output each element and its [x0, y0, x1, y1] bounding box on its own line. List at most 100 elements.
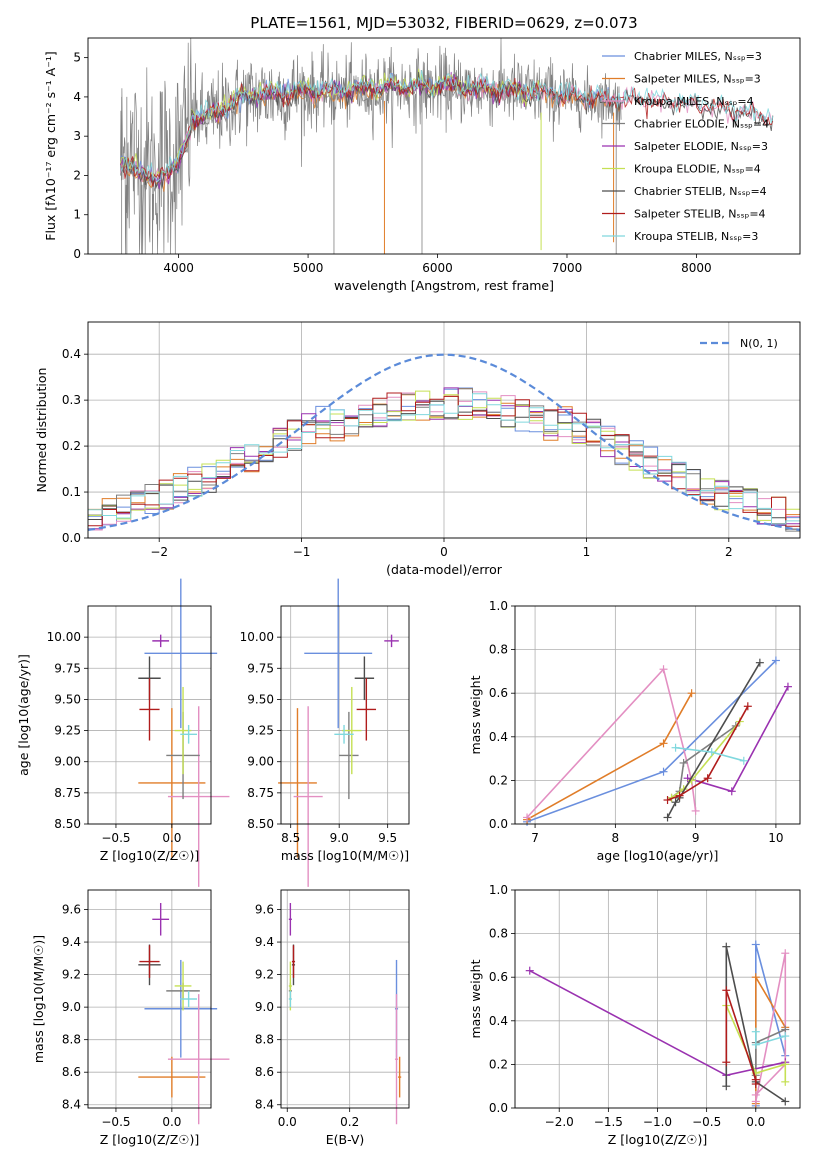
- errorbar-kroupa-miles: [293, 706, 323, 887]
- errorbar-salpeter-stelib: [139, 678, 160, 741]
- panel-spectrum: 4000 5000 6000 7000 8000 0 1 2 3 4 5 wavelength [An…: [43, 37, 801, 293]
- y-tick-label: 9.2: [62, 968, 81, 982]
- errorbar-salpeter-elodie: [152, 903, 170, 936]
- y-tick-label: 9.6: [62, 903, 81, 917]
- x-axis-label: age [log10(age/yr)]: [597, 848, 719, 863]
- x-tick-label: 8: [612, 831, 620, 845]
- y-tick-label: 8.75: [54, 786, 81, 800]
- series-salpeter-elodie: [683, 682, 792, 796]
- x-tick-label: −1: [293, 545, 311, 559]
- y-tick-label: 8.6: [62, 1065, 81, 1079]
- x-tick-label: 0.0: [278, 1115, 297, 1129]
- x-axis-label: mass [log10(M/M☉)]: [281, 848, 409, 863]
- plot-area-mass-vs-EBV: [288, 903, 402, 1125]
- errorbar-kroupa-elodie: [342, 686, 362, 775]
- y-tick-label: 0.2: [489, 1057, 508, 1071]
- y-tick-label: 8.75: [247, 786, 274, 800]
- x-tick-label: 0.0: [162, 831, 181, 845]
- x-tick-label: −0.5: [101, 831, 130, 845]
- x-axis-label: Z [log10(Z/Z☉)]: [100, 1132, 200, 1147]
- legend-label: Salpeter STELIB, Nₛₛₚ=4: [634, 208, 766, 221]
- y-axis-label: age [log10(age/yr)]: [16, 654, 31, 776]
- legend-label: Kroupa STELIB, Nₛₛₚ=3: [634, 230, 758, 243]
- y-tick-label: 0.8: [489, 927, 508, 941]
- y-tick-label: 0.0: [489, 1101, 508, 1115]
- y-tick-label: 9.00: [54, 755, 81, 769]
- legend-label: Chabrier STELIB, Nₛₛₚ=4: [634, 185, 767, 198]
- panel-mass-vs-EBV: 0.0 0.2 8.4 8.6 8.8 9.0 9.2 9.4 9.6 E(B-V): [255, 889, 410, 1147]
- model-line-kroupa-stelib: [119, 70, 774, 183]
- y-tick-label: 0.2: [489, 773, 508, 787]
- series-salpeter-stelib: [722, 986, 760, 1089]
- legend-label: Salpeter MILES, Nₛₛₚ=3: [634, 73, 761, 86]
- x-tick-label: 9.5: [378, 831, 397, 845]
- panel-weight-vs-Z: −2.0 −1.5 −1.0 −0.5 0.0 0.0 0.2 0.4 0.6 0.8 1.0 Z […: [468, 883, 801, 1147]
- y-axis-label: Normed distribution: [34, 368, 49, 493]
- errorbar-chabrier-miles: [304, 578, 373, 729]
- y-axis-label: mass weight: [468, 675, 483, 754]
- x-tick-label: 2: [725, 545, 733, 559]
- y-tick-label: 8.4: [255, 1098, 274, 1112]
- x-axis-label: E(B-V): [326, 1132, 365, 1147]
- y-tick-label: 9.4: [62, 935, 81, 949]
- y-tick-label: 8.6: [255, 1065, 274, 1079]
- axes-frame: [514, 605, 801, 825]
- y-tick-label: 8.8: [255, 1033, 274, 1047]
- x-tick-label: 7: [531, 831, 539, 845]
- errorbar-salpeter-miles: [278, 708, 317, 858]
- y-tick-label: 9.6: [255, 903, 274, 917]
- x-tick-label: −0.5: [692, 1115, 721, 1129]
- plot-area-weight-vs-age: [523, 656, 792, 826]
- x-tick-label: 0.0: [162, 1115, 181, 1129]
- y-tick-label: 0.4: [489, 730, 508, 744]
- y-tick-label: 0.0: [489, 817, 508, 831]
- y-tick-label: 9.2: [255, 968, 274, 982]
- y-tick-label: 9.75: [54, 661, 81, 675]
- y-axis-label: Flux [fλ10⁻¹⁷ erg cm⁻² s⁻¹ A⁻¹]: [43, 51, 58, 240]
- y-tick-label: 0.2: [62, 439, 81, 453]
- y-tick-label: 10.00: [240, 630, 274, 644]
- errorbar-kroupa-miles: [167, 994, 230, 1125]
- y-tick-label: 0.1: [62, 485, 81, 499]
- legend-label: Salpeter ELODIE, Nₛₛₚ=3: [634, 140, 768, 153]
- y-tick-label: 5: [73, 51, 81, 65]
- errorbar-chabrier-miles: [144, 578, 218, 729]
- y-axis-label: mass [log10(M/M☉)]: [31, 935, 46, 1063]
- errorbar-kroupa-stelib: [334, 724, 354, 744]
- plot-area-age-vs-Z: [138, 578, 230, 887]
- y-tick-label: 4: [73, 90, 81, 104]
- x-tick-label: 0.2: [340, 1115, 359, 1129]
- x-axis-label: wavelength [Angstrom, rest frame]: [334, 278, 554, 293]
- plot-area-residuals: [87, 353, 801, 532]
- y-tick-label: 9.75: [247, 661, 274, 675]
- errorbar-salpeter-elodie: [152, 634, 170, 648]
- errorbar-chabrier-stelib: [354, 656, 375, 701]
- y-tick-label: 0.8: [489, 643, 508, 657]
- y-tick-label: 1.0: [489, 883, 508, 897]
- normal-curve: [87, 353, 801, 531]
- y-tick-label: 0.6: [489, 970, 508, 984]
- y-tick-label: 1.0: [489, 599, 508, 613]
- x-tick-label: 0: [440, 545, 448, 559]
- errorbar-kroupa-stelib: [180, 724, 198, 744]
- plot-area-spectrum: [119, 37, 774, 255]
- y-tick-label: 0.4: [489, 1014, 508, 1028]
- legend-label: Kroupa MILES, Nₛₛₚ=4: [634, 95, 754, 108]
- errorbar-salpeter-elodie: [288, 903, 292, 936]
- x-tick-label: 9: [692, 831, 700, 845]
- x-tick-label: 8000: [681, 261, 712, 275]
- series-line: [526, 667, 697, 819]
- y-tick-label: 8.8: [62, 1033, 81, 1047]
- errorbar-kroupa-elodie: [174, 961, 192, 1011]
- y-tick-label: 9.0: [255, 1000, 274, 1014]
- axes-frame: [87, 889, 212, 1109]
- panel-mass-vs-Z: −0.5 0.0 8.4 8.6 8.8 9.0 9.2 9.4 9.6 Z [log10(Z/Z…: [31, 889, 230, 1147]
- model-line-salpeter-stelib: [119, 74, 774, 187]
- x-tick-label: 5000: [293, 261, 324, 275]
- x-axis-label: Z [log10(Z/Z☉)]: [608, 1132, 708, 1147]
- y-tick-label: 8.50: [247, 817, 274, 831]
- y-tick-label: 0.6: [489, 686, 508, 700]
- panel-age-vs-Z: −0.5 0.0 8.50 8.75 9.00 9.25 9.50 9.75 10.00 Z [l…: [16, 578, 230, 887]
- x-tick-label: 6000: [422, 261, 453, 275]
